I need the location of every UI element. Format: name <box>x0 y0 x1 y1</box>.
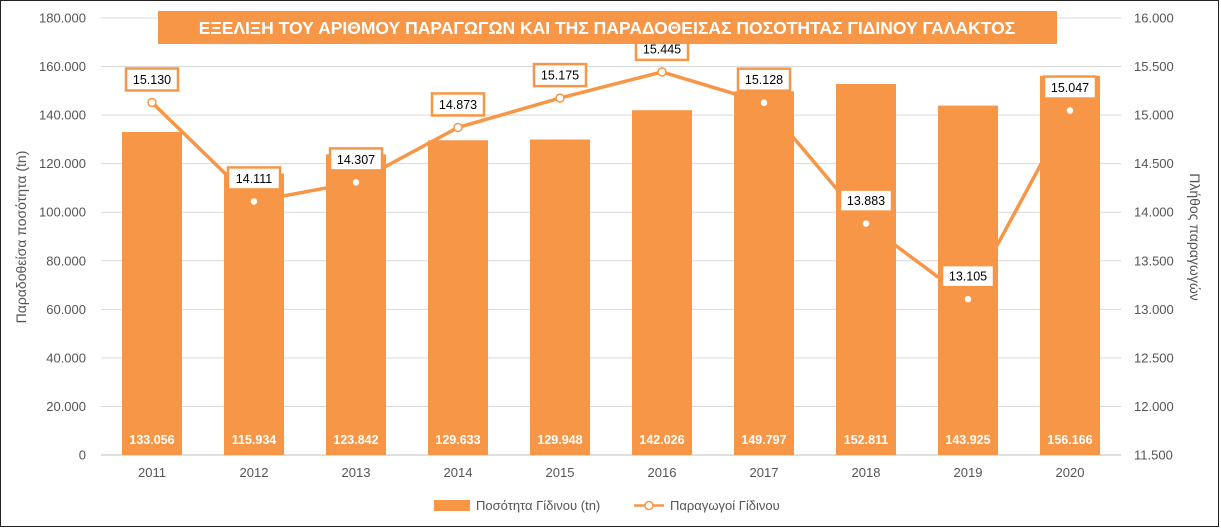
bar-value-label: 156.166 <box>1047 433 1092 447</box>
line-point <box>351 177 361 188</box>
line-label-box <box>226 166 282 191</box>
line-label-box <box>940 263 996 289</box>
bar-value-label: 129.948 <box>537 433 582 447</box>
title-banner <box>158 11 1057 44</box>
line-point <box>147 97 157 108</box>
legend-label-bars: Ποσότητα Γίδινου (tn) <box>476 498 600 513</box>
chart-title: ΕΞΕΛΙΞΗ ΤΟΥ ΑΡΙΘΜΟΥ ΠΑΡΑΓΩΓΩΝ ΚΑΙ ΤΗΣ ΠΑ… <box>199 18 1015 38</box>
y-tick-label: 0 <box>79 448 86 463</box>
line-value-label: 14.307 <box>337 153 375 167</box>
y-tick-label: 40.000 <box>46 350 86 365</box>
x-tick-label: 2016 <box>648 465 677 480</box>
line-label-box <box>430 92 486 117</box>
x-tick-label: 2018 <box>852 465 881 480</box>
y2-tick-label: 14.000 <box>1134 205 1174 220</box>
y-tick-label: 180.000 <box>39 11 86 26</box>
y2-axis-title: Πλήθος παραγωγών <box>1187 173 1203 301</box>
bar-value-label: 142.026 <box>639 433 684 447</box>
y2-tick-label: 15.000 <box>1134 108 1174 123</box>
bar <box>326 154 386 455</box>
y2-tick-label: 14.500 <box>1134 156 1174 171</box>
line-point <box>657 67 667 77</box>
legend-marker-line <box>644 500 654 511</box>
bar <box>1040 75 1100 456</box>
bar-value-label: 133.056 <box>129 433 174 447</box>
y2-tick-label: 15.500 <box>1134 59 1174 74</box>
line-point <box>249 196 259 207</box>
x-tick-label: 2012 <box>240 465 269 480</box>
line-value-label: 13.105 <box>949 270 987 284</box>
y-axis-title: Παραδοθείσα ποσότητα (tn) <box>13 151 29 324</box>
bar <box>224 173 284 455</box>
line-point <box>861 218 871 229</box>
bar <box>632 110 692 455</box>
bar-value-label: 123.842 <box>333 433 378 447</box>
y-tick-label: 120.000 <box>39 156 86 171</box>
y2-tick-label: 12.500 <box>1134 350 1174 365</box>
bar <box>122 131 182 455</box>
x-tick-label: 2017 <box>750 465 779 480</box>
y-tick-label: 80.000 <box>46 253 86 268</box>
line-label-box <box>838 188 894 213</box>
line-value-label: 15.047 <box>1051 81 1089 95</box>
bar-value-label: 143.925 <box>945 433 990 447</box>
y2-tick-label: 13.000 <box>1134 302 1174 317</box>
y-tick-label: 140.000 <box>39 108 86 123</box>
bar-value-label: 149.797 <box>741 433 786 447</box>
series-line <box>150 70 1072 301</box>
line-point <box>1065 105 1075 116</box>
bar-value-label: 115.934 <box>232 433 277 447</box>
x-tick-label: 2015 <box>546 465 575 480</box>
bar <box>734 91 794 455</box>
line-label-box <box>328 147 384 172</box>
line-point <box>453 122 463 133</box>
line-value-label: 14.111 <box>236 172 272 186</box>
line-value-label: 15.175 <box>541 69 579 83</box>
y-tick-label: 60.000 <box>46 302 86 317</box>
y-tick-label: 100.000 <box>39 205 86 220</box>
line-point <box>963 294 973 304</box>
bar-value-label: 152.811 <box>844 433 889 447</box>
y-tick-label: 20.000 <box>46 399 86 414</box>
x-tick-label: 2014 <box>444 465 473 480</box>
y2-tick-label: 13.500 <box>1134 253 1174 268</box>
line-value-label: 15.130 <box>133 73 171 87</box>
line-value-label: 13.883 <box>847 194 885 208</box>
bar <box>836 84 896 455</box>
bar <box>428 140 488 455</box>
line-value-label: 14.873 <box>439 98 477 112</box>
bar <box>530 139 590 455</box>
x-tick-label: 2019 <box>954 465 983 480</box>
line-label-box <box>532 62 588 88</box>
legend-label-line: Παραγωγοί Γίδινου <box>670 498 780 513</box>
x-tick-label: 2011 <box>138 465 166 480</box>
line-label-box <box>736 67 792 92</box>
line-label-box <box>124 67 180 92</box>
y-tick-label: 160.000 <box>39 59 86 74</box>
legend-swatch-bars <box>434 500 470 511</box>
y2-tick-label: 16.000 <box>1134 11 1174 26</box>
line-label-box <box>1042 75 1098 100</box>
line-value-label: 15.128 <box>745 73 783 87</box>
x-tick-label: 2013 <box>342 465 371 480</box>
bar-value-label: 129.633 <box>435 433 480 447</box>
line-point <box>555 93 565 103</box>
line-point <box>759 97 769 108</box>
x-tick-label: 2020 <box>1056 465 1085 480</box>
line-value-label: 15.445 <box>643 42 681 56</box>
y2-tick-label: 12.000 <box>1134 399 1174 414</box>
y2-tick-label: 11.500 <box>1134 448 1173 463</box>
